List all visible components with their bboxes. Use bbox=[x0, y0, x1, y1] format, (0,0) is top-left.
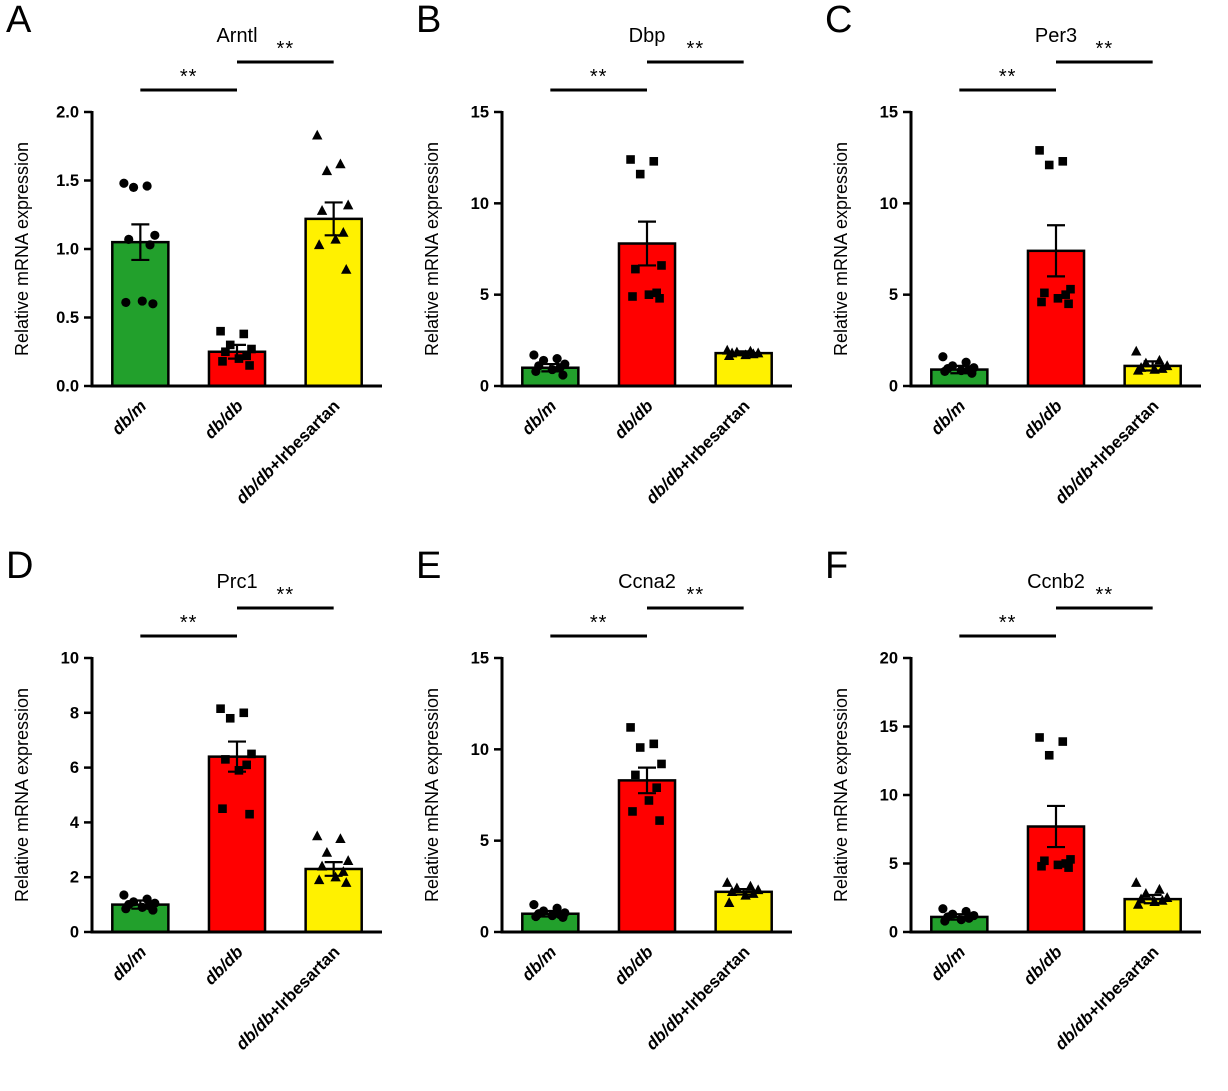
svg-text:Relative mRNA expression: Relative mRNA expression bbox=[831, 688, 851, 902]
svg-text:db/m: db/m bbox=[927, 396, 969, 438]
svg-text:db/db+Irbesartan: db/db+Irbesartan bbox=[642, 396, 753, 507]
svg-text:db/db: db/db bbox=[1020, 942, 1066, 988]
panel-letter-c: C bbox=[825, 0, 853, 41]
svg-text:db/db: db/db bbox=[201, 396, 247, 442]
svg-text:0.0: 0.0 bbox=[56, 378, 79, 396]
svg-text:5: 5 bbox=[480, 832, 489, 850]
panel-letter-a: A bbox=[6, 0, 32, 41]
svg-text:Arntl: Arntl bbox=[216, 25, 257, 47]
svg-text:6: 6 bbox=[70, 759, 79, 777]
panel-letter-d: D bbox=[6, 545, 34, 587]
svg-text:10: 10 bbox=[471, 741, 489, 759]
svg-text:db/db+Irbesartan: db/db+Irbesartan bbox=[642, 942, 753, 1053]
svg-text:db/db+Irbesartan: db/db+Irbesartan bbox=[1051, 396, 1162, 507]
svg-text:Relative mRNA expression: Relative mRNA expression bbox=[422, 688, 442, 902]
panel-per3: C 0 5 10 15 db/m db/db db/db+Irbesartan ** ** Per… bbox=[819, 0, 1228, 546]
svg-text:0: 0 bbox=[70, 924, 79, 942]
svg-text:Relative mRNA expression: Relative mRNA expression bbox=[12, 688, 32, 902]
svg-text:**: ** bbox=[277, 584, 295, 606]
svg-text:Prc1: Prc1 bbox=[216, 571, 257, 593]
svg-text:db/m: db/m bbox=[108, 942, 150, 984]
svg-text:10: 10 bbox=[471, 195, 489, 213]
svg-text:5: 5 bbox=[889, 855, 898, 873]
svg-text:20: 20 bbox=[880, 650, 898, 668]
svg-text:Ccnb2: Ccnb2 bbox=[1027, 571, 1085, 593]
svg-text:db/db: db/db bbox=[611, 396, 657, 442]
svg-text:2.0: 2.0 bbox=[56, 104, 79, 122]
svg-text:**: ** bbox=[590, 612, 608, 634]
svg-text:Per3: Per3 bbox=[1035, 25, 1077, 47]
svg-text:5: 5 bbox=[480, 286, 489, 304]
svg-text:Relative mRNA expression: Relative mRNA expression bbox=[422, 142, 442, 356]
svg-text:db/m: db/m bbox=[927, 942, 969, 984]
panel-letter-b: B bbox=[416, 0, 442, 41]
svg-text:db/db+Irbesartan: db/db+Irbesartan bbox=[232, 396, 343, 507]
svg-text:**: ** bbox=[180, 612, 198, 634]
svg-text:db/m: db/m bbox=[518, 396, 560, 438]
svg-text:db/db: db/db bbox=[611, 942, 657, 988]
svg-text:15: 15 bbox=[880, 104, 898, 122]
svg-text:0.5: 0.5 bbox=[56, 309, 79, 327]
panel-prc1: D 0 2 4 6 8 10 db/m db/db db/db+Irbesartan ** ** Pr… bbox=[0, 545, 410, 1091]
bar-chart-arntl: 0.0 0.5 1.0 1.5 2.0 db/m db/dbdb/db+Irbesartan… bbox=[12, 25, 382, 508]
svg-text:Relative mRNA expression: Relative mRNA expression bbox=[12, 142, 32, 356]
svg-text:**: ** bbox=[180, 66, 198, 88]
panel-arntl: A 0.0 0.5 1.0 1.5 2.0 db/m db/db db/db+Irbesart… bbox=[0, 0, 410, 546]
svg-text:**: ** bbox=[277, 38, 295, 60]
panel-letter-f: F bbox=[825, 545, 849, 587]
svg-text:15: 15 bbox=[471, 104, 489, 122]
svg-text:db/m: db/m bbox=[518, 942, 560, 984]
svg-text:Ccna2: Ccna2 bbox=[618, 571, 676, 593]
svg-text:**: ** bbox=[999, 612, 1017, 634]
svg-text:db/db: db/db bbox=[201, 942, 247, 988]
svg-text:0: 0 bbox=[480, 924, 489, 942]
panel-ccna2: E 0 5 10 15 db/m db/db db/db+Irbesartan ** ** Ccn… bbox=[410, 545, 819, 1091]
svg-text:Relative mRNA expression: Relative mRNA expression bbox=[831, 142, 851, 356]
svg-text:db/db: db/db bbox=[1020, 396, 1066, 442]
panel-dbp: B 0 5 10 15 db/m db/db db/db+Irbesartan ** ** Dbp… bbox=[410, 0, 819, 546]
svg-text:**: ** bbox=[687, 584, 705, 606]
panel-letter-e: E bbox=[416, 545, 442, 587]
svg-text:db/m: db/m bbox=[108, 396, 150, 438]
svg-text:**: ** bbox=[1096, 38, 1114, 60]
svg-text:**: ** bbox=[999, 66, 1017, 88]
svg-text:0: 0 bbox=[889, 378, 898, 396]
svg-text:1.5: 1.5 bbox=[56, 172, 79, 190]
svg-text:**: ** bbox=[590, 66, 608, 88]
panel-ccnb2: F 0 5 10 15 20 db/m db/db db/db+Irbesartan ** ** C… bbox=[819, 545, 1228, 1091]
svg-text:db/db+Irbesartan: db/db+Irbesartan bbox=[1051, 942, 1162, 1053]
svg-text:0: 0 bbox=[480, 378, 489, 396]
svg-text:**: ** bbox=[687, 38, 705, 60]
svg-text:db/db+Irbesartan: db/db+Irbesartan bbox=[232, 942, 343, 1053]
svg-text:8: 8 bbox=[70, 704, 79, 722]
svg-text:2: 2 bbox=[70, 869, 79, 887]
svg-text:10: 10 bbox=[880, 787, 898, 805]
svg-text:15: 15 bbox=[880, 718, 898, 736]
svg-text:10: 10 bbox=[61, 650, 79, 668]
svg-text:**: ** bbox=[1096, 584, 1114, 606]
svg-text:0: 0 bbox=[889, 924, 898, 942]
svg-text:5: 5 bbox=[889, 286, 898, 304]
svg-text:15: 15 bbox=[471, 650, 489, 668]
svg-text:Dbp: Dbp bbox=[629, 25, 666, 47]
svg-text:1.0: 1.0 bbox=[56, 241, 79, 259]
svg-text:4: 4 bbox=[70, 814, 80, 832]
svg-text:10: 10 bbox=[880, 195, 898, 213]
